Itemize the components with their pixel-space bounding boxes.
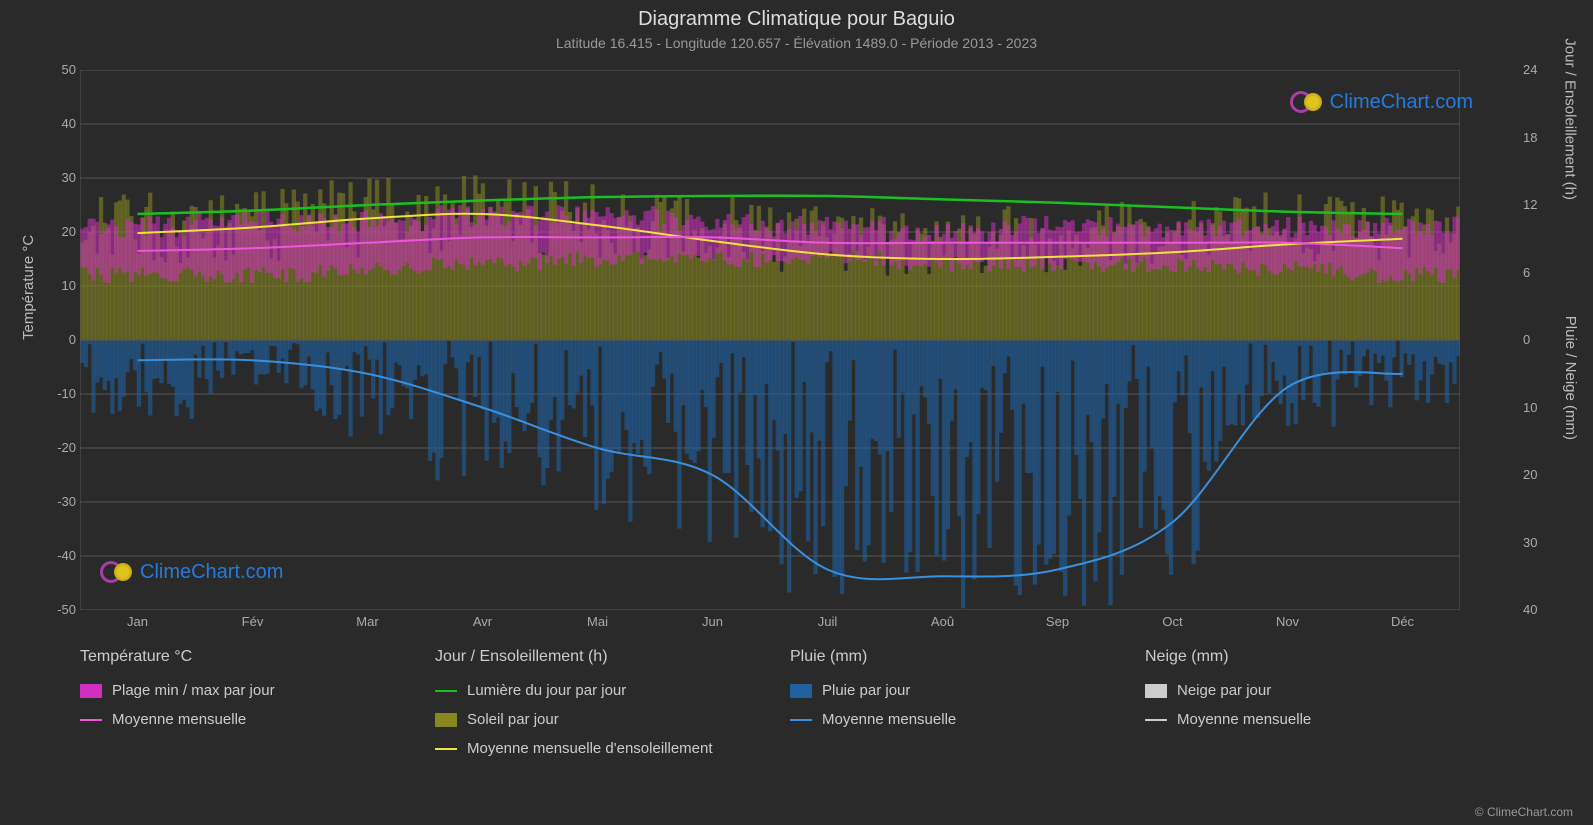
climechart-logo-icon <box>1290 90 1324 114</box>
y-left-tick: -50 <box>50 602 76 617</box>
legend-col-daylight: Jour / Ensoleillement (h) Lumière du jou… <box>435 648 750 757</box>
legend-header: Pluie (mm) <box>790 648 1105 666</box>
x-tick-month: Nov <box>1268 614 1308 629</box>
chart-svg <box>80 70 1460 610</box>
legend-label: Lumière du jour par jour <box>467 682 626 699</box>
y-right-tick: 18 <box>1523 130 1549 145</box>
x-tick-month: Oct <box>1153 614 1193 629</box>
legend-label: Moyenne mensuelle d'ensoleillement <box>467 740 713 757</box>
watermark-top: ClimeChart.com <box>1290 90 1473 114</box>
swatch-daylight-icon <box>435 690 457 692</box>
legend-label: Moyenne mensuelle <box>1177 711 1311 728</box>
x-tick-month: Mar <box>348 614 388 629</box>
x-tick-month: Jun <box>693 614 733 629</box>
y-left-tick: 20 <box>50 224 76 239</box>
legend-item: Plage min / max par jour <box>80 682 395 699</box>
y-axis-right-bottom-label: Pluie / Neige (mm) <box>1562 316 1579 440</box>
y-left-tick: 10 <box>50 278 76 293</box>
chart-subtitle: Latitude 16.415 - Longitude 120.657 - Él… <box>0 31 1593 51</box>
watermark-text: ClimeChart.com <box>140 561 283 584</box>
y-left-tick: -20 <box>50 440 76 455</box>
y-right-tick: 10 <box>1523 400 1549 415</box>
y-axis-left-label: Température °C <box>20 235 37 340</box>
legend-label: Moyenne mensuelle <box>112 711 246 728</box>
y-right-tick: 20 <box>1523 467 1549 482</box>
legend-label: Neige par jour <box>1177 682 1271 699</box>
y-right-tick: 40 <box>1523 602 1549 617</box>
legend-label: Plage min / max par jour <box>112 682 275 699</box>
y-left-tick: 40 <box>50 116 76 131</box>
legend-col-snow: Neige (mm) Neige par jour Moyenne mensue… <box>1145 648 1460 757</box>
legend: Température °C Plage min / max par jour … <box>80 648 1460 757</box>
y-left-tick: 50 <box>50 62 76 77</box>
chart-plot-area <box>80 70 1460 610</box>
legend-item: Soleil par jour <box>435 711 750 728</box>
y-left-tick: 30 <box>50 170 76 185</box>
x-tick-month: Juil <box>808 614 848 629</box>
legend-label: Soleil par jour <box>467 711 559 728</box>
legend-item: Moyenne mensuelle d'ensoleillement <box>435 740 750 757</box>
x-tick-month: Déc <box>1383 614 1423 629</box>
legend-item: Lumière du jour par jour <box>435 682 750 699</box>
legend-col-temperature: Température °C Plage min / max par jour … <box>80 648 395 757</box>
legend-header: Neige (mm) <box>1145 648 1460 666</box>
y-right-tick: 6 <box>1523 265 1549 280</box>
swatch-temp-range-icon <box>80 684 102 698</box>
legend-item: Neige par jour <box>1145 682 1460 699</box>
swatch-snow-icon <box>1145 684 1167 698</box>
x-tick-month: Avr <box>463 614 503 629</box>
y-right-tick: 0 <box>1523 332 1549 347</box>
swatch-rain-icon <box>790 684 812 698</box>
legend-item: Moyenne mensuelle <box>1145 711 1460 728</box>
x-tick-month: Jan <box>118 614 158 629</box>
legend-item: Moyenne mensuelle <box>80 711 395 728</box>
x-tick-month: Mai <box>578 614 618 629</box>
y-left-tick: -30 <box>50 494 76 509</box>
legend-item: Moyenne mensuelle <box>790 711 1105 728</box>
legend-header: Température °C <box>80 648 395 666</box>
y-right-tick: 12 <box>1523 197 1549 212</box>
legend-header: Jour / Ensoleillement (h) <box>435 648 750 666</box>
legend-label: Pluie par jour <box>822 682 910 699</box>
y-axis-right-top-label: Jour / Ensoleillement (h) <box>1562 38 1579 200</box>
y-right-tick: 30 <box>1523 535 1549 550</box>
watermark-bottom: ClimeChart.com <box>100 560 283 584</box>
swatch-sunshine-mean-icon <box>435 748 457 750</box>
legend-item: Pluie par jour <box>790 682 1105 699</box>
swatch-snow-mean-icon <box>1145 719 1167 721</box>
legend-col-rain: Pluie (mm) Pluie par jour Moyenne mensue… <box>790 648 1105 757</box>
x-tick-month: Sep <box>1038 614 1078 629</box>
x-tick-month: Fév <box>233 614 273 629</box>
y-right-tick: 24 <box>1523 62 1549 77</box>
copyright: © ClimeChart.com <box>1475 805 1573 819</box>
y-left-tick: -40 <box>50 548 76 563</box>
swatch-rain-mean-icon <box>790 719 812 721</box>
y-left-tick: 0 <box>50 332 76 347</box>
swatch-temp-mean-icon <box>80 719 102 721</box>
swatch-sunshine-icon <box>435 713 457 727</box>
y-left-tick: -10 <box>50 386 76 401</box>
legend-label: Moyenne mensuelle <box>822 711 956 728</box>
chart-title: Diagramme Climatique pour Baguio <box>0 0 1593 31</box>
x-tick-month: Aoû <box>923 614 963 629</box>
watermark-text: ClimeChart.com <box>1330 91 1473 114</box>
climechart-logo-icon <box>100 560 134 584</box>
